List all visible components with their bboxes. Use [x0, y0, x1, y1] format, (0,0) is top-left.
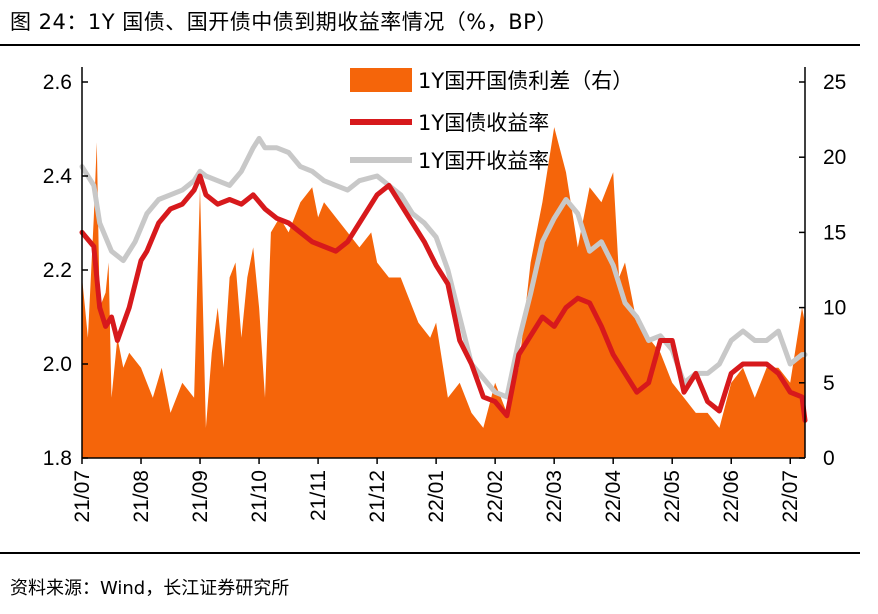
x-tick-label: 21/12	[366, 470, 389, 523]
x-tick-label: 21/11	[307, 470, 330, 521]
right-tick-label: 5	[823, 372, 835, 395]
x-tick-label: 22/07	[779, 470, 802, 523]
title-rule	[0, 44, 860, 46]
right-tick-label: 15	[823, 221, 846, 244]
x-tick-label: 21/10	[248, 470, 271, 523]
figure-title: 图 24：1Y 国债、国开债中债到期收益率情况（%，BP）	[10, 10, 558, 34]
x-tick-label: 22/03	[543, 470, 566, 523]
legend-label-cdb: 1Y国开收益率	[418, 149, 549, 173]
x-tick-label: 22/02	[484, 470, 507, 523]
right-tick-label: 25	[823, 71, 846, 94]
left-tick-label: 2.0	[43, 353, 72, 376]
left-tick-label: 1.8	[43, 447, 72, 470]
right-tick-label: 0	[823, 447, 835, 470]
legend-label-spread: 1Y国开国债利差（右）	[418, 69, 633, 93]
source-note: 资料来源：Wind，长江证券研究所	[10, 578, 290, 599]
x-tick-label: 21/07	[71, 470, 94, 523]
cdb-yield-line	[79, 135, 808, 400]
right-tick-label: 20	[823, 146, 846, 169]
plot-marks	[79, 127, 808, 458]
left-tick-label: 2.6	[43, 71, 72, 94]
axes: 1.8 2.0 2.2 2.4 2.6 0 5 10 15 20 25 21/07 21/08 21/09…	[43, 67, 846, 523]
spread-area	[82, 127, 805, 458]
x-tick-label: 21/09	[189, 470, 212, 523]
x-tick-label: 22/04	[602, 470, 625, 523]
left-tick-label: 2.4	[43, 165, 73, 188]
x-tick-label: 22/01	[425, 470, 448, 523]
x-tick-label: 21/08	[130, 470, 153, 523]
x-tick-label: 22/05	[661, 470, 684, 523]
source-rule	[0, 552, 860, 554]
legend-label-gov: 1Y国债收益率	[418, 111, 549, 135]
left-tick-label: 2.2	[43, 259, 72, 282]
right-tick-label: 10	[823, 297, 846, 320]
x-tick-label: 22/06	[720, 470, 743, 523]
legend: 1Y国开国债利差（右） 1Y国债收益率 1Y国开收益率	[350, 68, 633, 173]
legend-swatch-spread	[350, 68, 412, 92]
gov-yield-line	[79, 173, 808, 423]
